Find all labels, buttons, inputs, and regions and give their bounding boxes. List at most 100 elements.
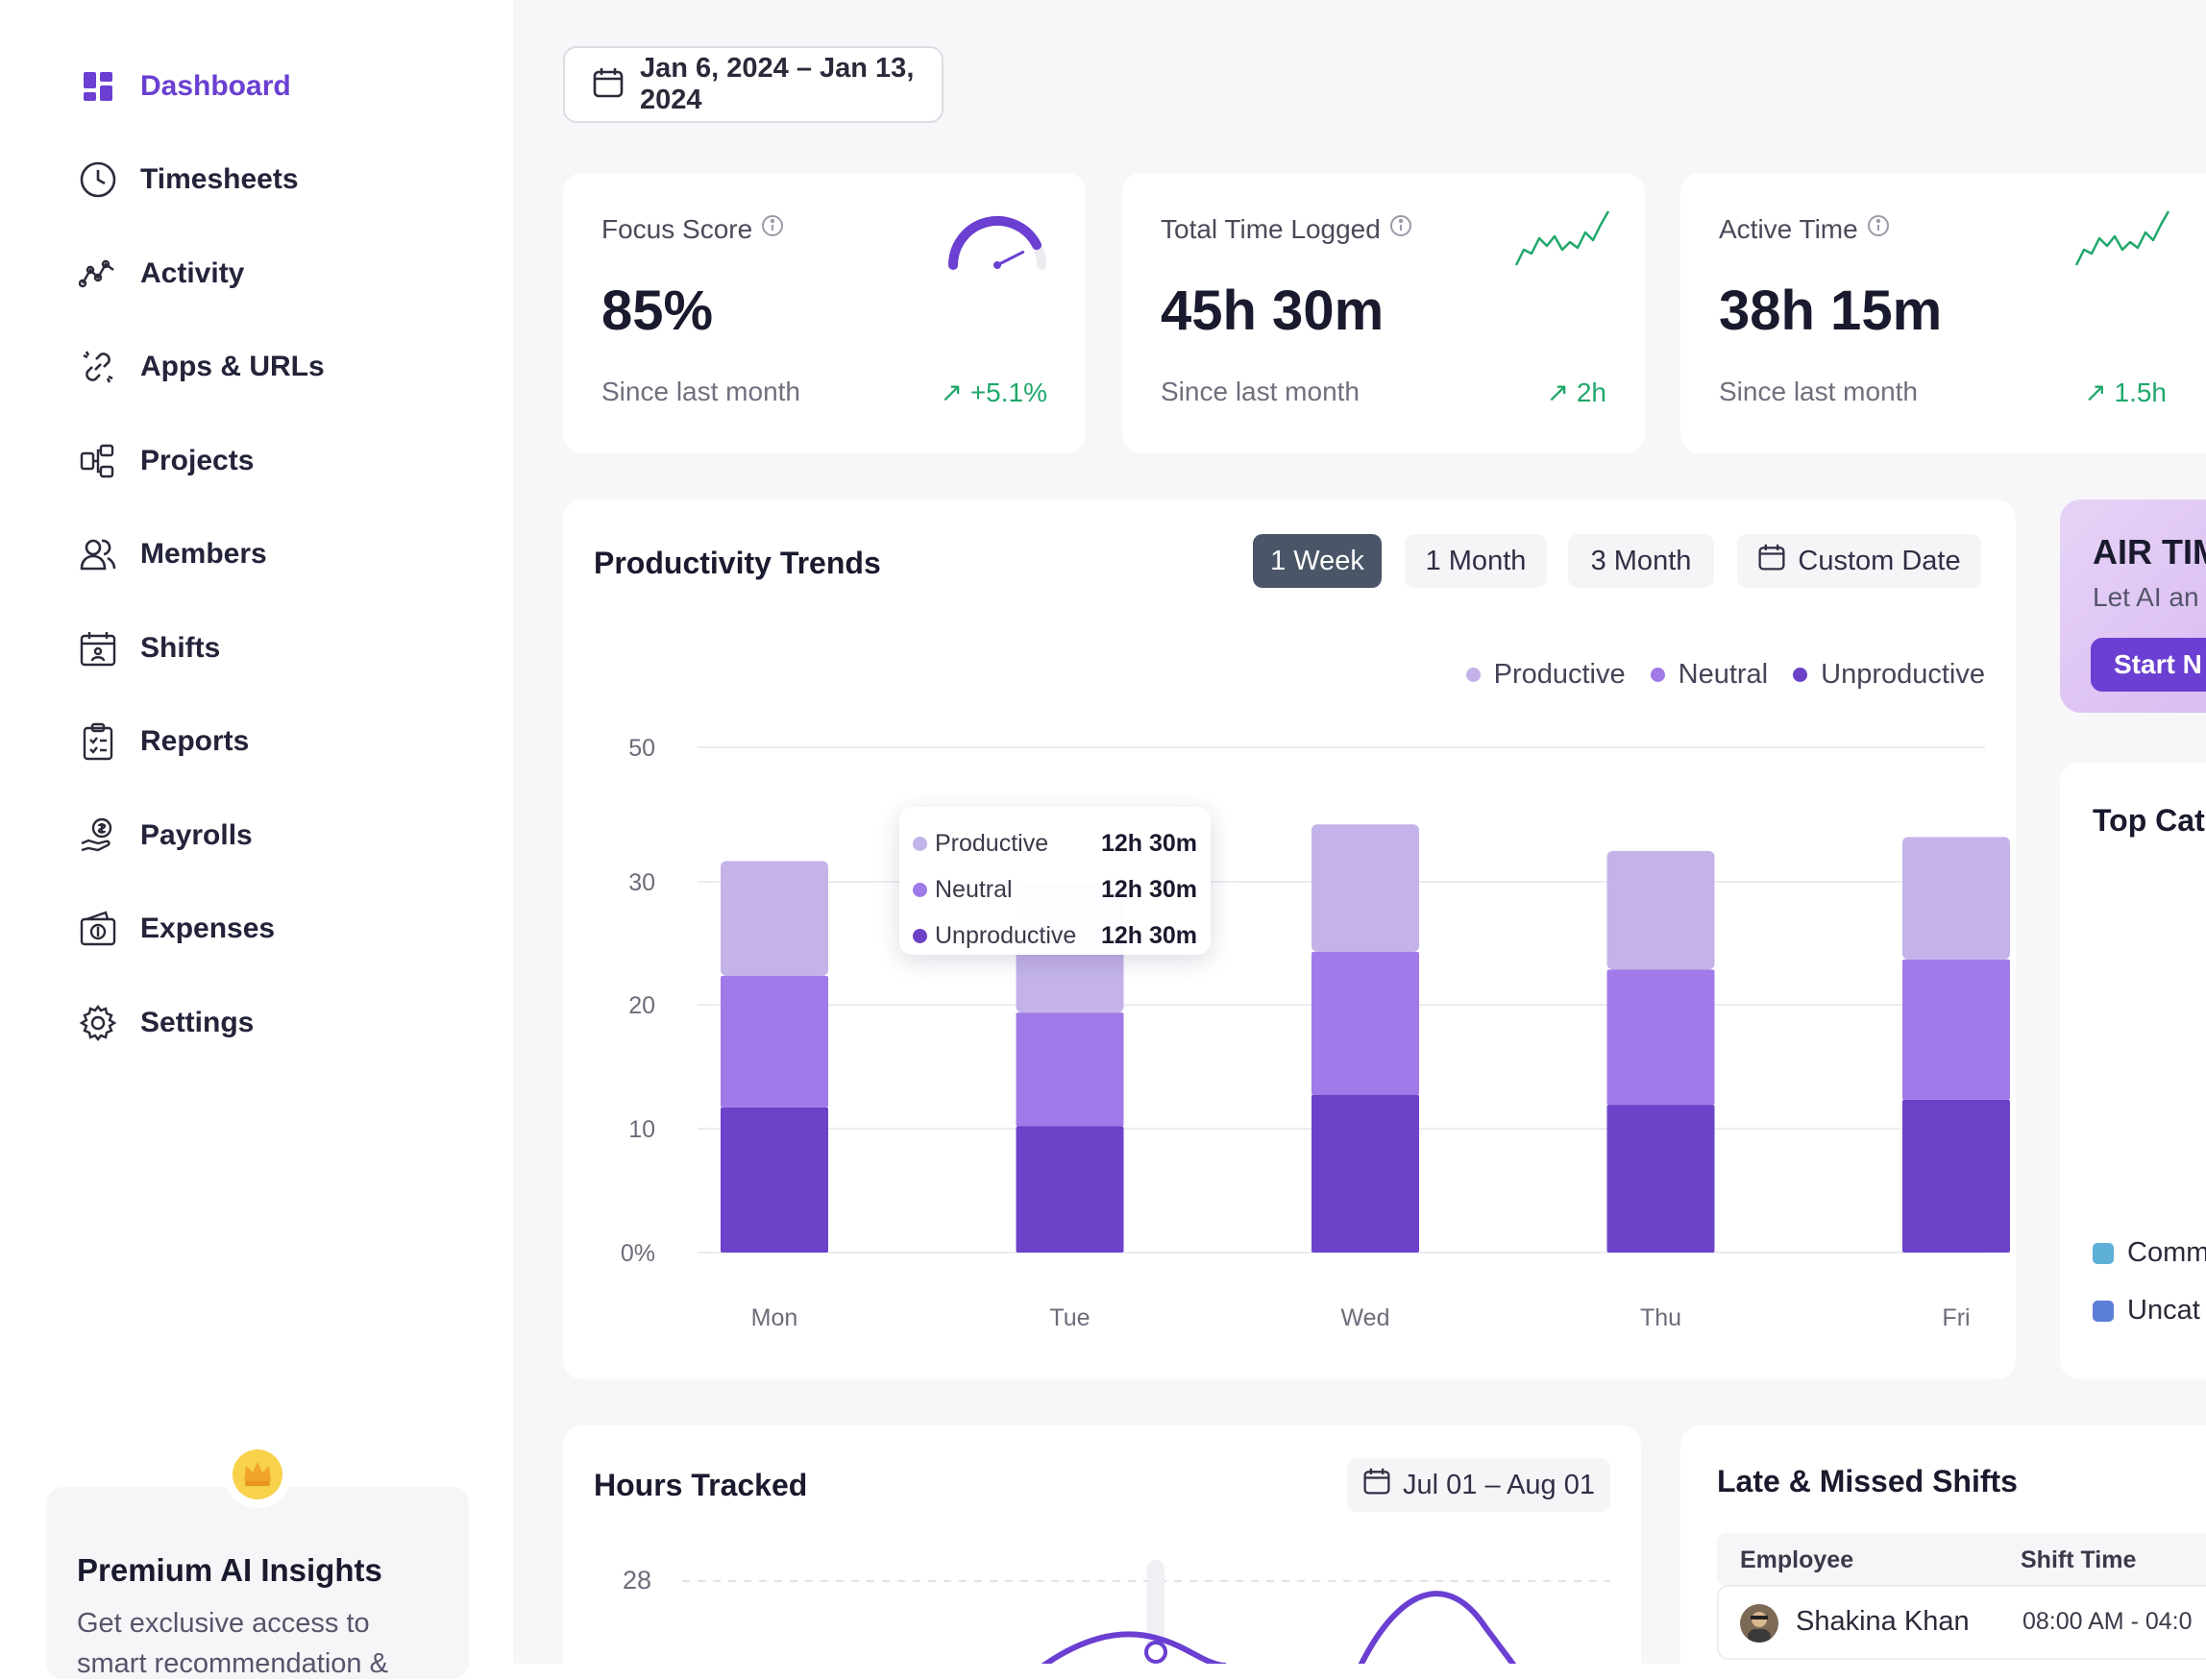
tab-label: Custom Date bbox=[1798, 545, 1961, 576]
bar-segment-neutral[interactable] bbox=[1311, 952, 1419, 1095]
productivity-trends-card: Productivity Trends 1 Week 1 Month 3 Mon… bbox=[563, 499, 2016, 1379]
bar-group-mon[interactable] bbox=[721, 861, 828, 1253]
sidebar-item-timesheets[interactable]: Timesheets bbox=[77, 151, 299, 208]
info-icon[interactable] bbox=[760, 213, 785, 245]
legend-label: Comm bbox=[2127, 1237, 2206, 1268]
sidebar-item-dashboard[interactable]: Dashboard bbox=[77, 58, 291, 115]
tooltip-value: 12h 30m bbox=[1100, 829, 1197, 857]
sidebar-item-members[interactable]: Members bbox=[77, 525, 267, 583]
sidebar-item-payrolls[interactable]: Payrolls bbox=[77, 807, 253, 864]
bar-group-fri[interactable] bbox=[1902, 837, 2010, 1253]
sidebar-item-activity[interactable]: Activity bbox=[77, 245, 244, 303]
x-tick-label: Wed bbox=[1341, 1304, 1390, 1331]
sidebar-item-reports[interactable]: Reports bbox=[77, 713, 249, 770]
stat-title: Focus Score bbox=[601, 213, 753, 244]
employee-name: Shakina Khan bbox=[1796, 1606, 1970, 1637]
stat-card-focus-score: Focus Score 85% Since last month ↗ +5.1% bbox=[563, 173, 1086, 453]
sidebar-item-label: Dashboard bbox=[140, 70, 291, 102]
stat-value: 85% bbox=[601, 280, 714, 342]
bar-segment-unproductive[interactable] bbox=[721, 1107, 828, 1253]
stat-title: Total Time Logged bbox=[1161, 213, 1381, 244]
late-missed-shifts-card: Late & Missed Shifts Employee Shift Time… bbox=[1680, 1425, 2206, 1664]
calendar-user-icon bbox=[77, 627, 119, 670]
productivity-bar-chart: 0% 10 20 30 50 Mon Tue Wed Thu Fri bbox=[621, 735, 2010, 1331]
gauge-icon bbox=[948, 215, 1046, 270]
premium-description-cut: smart recommendation & bbox=[77, 1648, 388, 1679]
bar-segment-productive[interactable] bbox=[1606, 850, 1715, 970]
y-tick-label: 0% bbox=[621, 1240, 655, 1267]
members-icon bbox=[77, 533, 119, 575]
start-now-button[interactable]: Start N bbox=[2091, 638, 2206, 692]
hours-tracked-title: Hours Tracked bbox=[594, 1468, 808, 1502]
category-legend-item: Comm bbox=[2093, 1237, 2206, 1269]
sidebar-item-projects[interactable]: Projects bbox=[77, 432, 254, 490]
y-tick-label: 50 bbox=[628, 735, 655, 762]
bar-segment-neutral[interactable] bbox=[1902, 959, 2010, 1100]
sidebar: Dashboard Timesheets Activity Apps & URLs Pr… bbox=[0, 0, 513, 1679]
y-tick-label: 30 bbox=[628, 869, 655, 896]
legend-dot bbox=[1793, 668, 1808, 682]
premium-description: Get exclusive access to bbox=[77, 1608, 370, 1639]
sidebar-item-settings[interactable]: Settings bbox=[77, 994, 254, 1052]
sidebar-item-label: Reports bbox=[140, 725, 250, 757]
bar-segment-neutral[interactable] bbox=[721, 976, 828, 1108]
hours-tracked-card: Hours Tracked Jul 01 – Aug 01 28 bbox=[563, 1425, 1641, 1664]
gear-icon bbox=[77, 1002, 119, 1044]
info-icon[interactable] bbox=[1866, 213, 1891, 245]
bar-segment-unproductive[interactable] bbox=[1902, 1099, 2010, 1253]
link-icon bbox=[77, 346, 119, 388]
stat-card-total-time: Total Time Logged 45h 30m Since last mon… bbox=[1122, 173, 1645, 453]
table-row[interactable]: Shakina Khan 08:00 AM - 04:0 bbox=[1717, 1585, 2206, 1660]
sidebar-item-label: Members bbox=[140, 538, 267, 570]
sidebar-item-apps-urls[interactable]: Apps & URLs bbox=[77, 338, 325, 396]
tab-3-month[interactable]: 3 Month bbox=[1568, 534, 1714, 588]
clock-icon bbox=[77, 158, 119, 201]
sidebar-item-label: Settings bbox=[140, 1007, 255, 1038]
tooltip-label: Neutral bbox=[935, 875, 1013, 903]
column-header-employee: Employee bbox=[1740, 1546, 1854, 1573]
activity-icon bbox=[77, 253, 119, 295]
sidebar-item-shifts[interactable]: Shifts bbox=[77, 620, 220, 677]
calendar-icon bbox=[592, 66, 625, 104]
bar-segment-unproductive[interactable] bbox=[1016, 1126, 1124, 1254]
hours-date-button[interactable]: Jul 01 – Aug 01 bbox=[1347, 1458, 1610, 1512]
stat-delta: ↗ 1.5h bbox=[2084, 377, 2167, 407]
tab-custom-date[interactable]: Custom Date bbox=[1737, 534, 1981, 588]
bar-segment-unproductive[interactable] bbox=[1311, 1094, 1419, 1253]
stat-since: Since last month bbox=[601, 377, 800, 406]
tooltip-row-neutral: Neutral 12h 30m bbox=[913, 870, 1197, 909]
legend-swatch bbox=[2093, 1242, 2114, 1264]
category-legend-item: Uncat bbox=[2093, 1295, 2200, 1327]
tab-1-month[interactable]: 1 Month bbox=[1405, 534, 1547, 588]
sidebar-item-expenses[interactable]: Expenses bbox=[77, 900, 275, 958]
main-content: Jan 6, 2024 – Jan 13, 2024 Focus Score 8… bbox=[513, 0, 2206, 1664]
sidebar-item-label: Payrolls bbox=[140, 819, 253, 851]
legend-label: Productive bbox=[1493, 659, 1626, 690]
tooltip-row-productive: Productive 12h 30m bbox=[913, 824, 1197, 863]
dashboard-icon bbox=[77, 65, 119, 108]
hours-line-chart bbox=[682, 1560, 1610, 1664]
stat-value: 38h 15m bbox=[1719, 280, 1943, 342]
bar-group-wed[interactable] bbox=[1311, 824, 1419, 1253]
info-icon[interactable] bbox=[1388, 213, 1413, 245]
calendar-icon bbox=[1362, 1467, 1391, 1503]
tab-1-week[interactable]: 1 Week bbox=[1253, 534, 1382, 588]
bar-segment-neutral[interactable] bbox=[1016, 1012, 1124, 1127]
bar-group-thu[interactable] bbox=[1606, 850, 1715, 1253]
late-shifts-title: Late & Missed Shifts bbox=[1717, 1464, 2018, 1498]
bar-segment-unproductive[interactable] bbox=[1606, 1105, 1715, 1253]
tooltip-value: 12h 30m bbox=[1100, 921, 1197, 949]
stat-delta: ↗ 2h bbox=[1546, 377, 1606, 407]
ai-card-title: AIR TIM bbox=[2093, 532, 2206, 572]
bar-segment-productive[interactable] bbox=[1311, 824, 1419, 953]
bar-segment-neutral[interactable] bbox=[1606, 969, 1715, 1106]
tooltip-dot bbox=[913, 836, 927, 851]
tooltip-dot bbox=[913, 928, 927, 943]
date-range-button[interactable]: Jan 6, 2024 – Jan 13, 2024 bbox=[563, 46, 944, 123]
shift-time: 08:00 AM - 04:0 bbox=[2022, 1608, 2193, 1635]
legend-item-neutral: Neutral bbox=[1650, 659, 1768, 691]
bar-segment-productive[interactable] bbox=[1902, 837, 2010, 960]
legend-swatch bbox=[2093, 1300, 2114, 1322]
sidebar-item-label: Activity bbox=[140, 257, 245, 289]
bar-segment-productive[interactable] bbox=[721, 861, 828, 977]
